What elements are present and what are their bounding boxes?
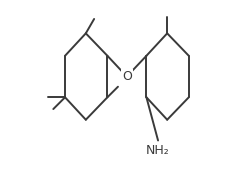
- Text: O: O: [121, 70, 131, 83]
- Text: NH₂: NH₂: [146, 144, 169, 157]
